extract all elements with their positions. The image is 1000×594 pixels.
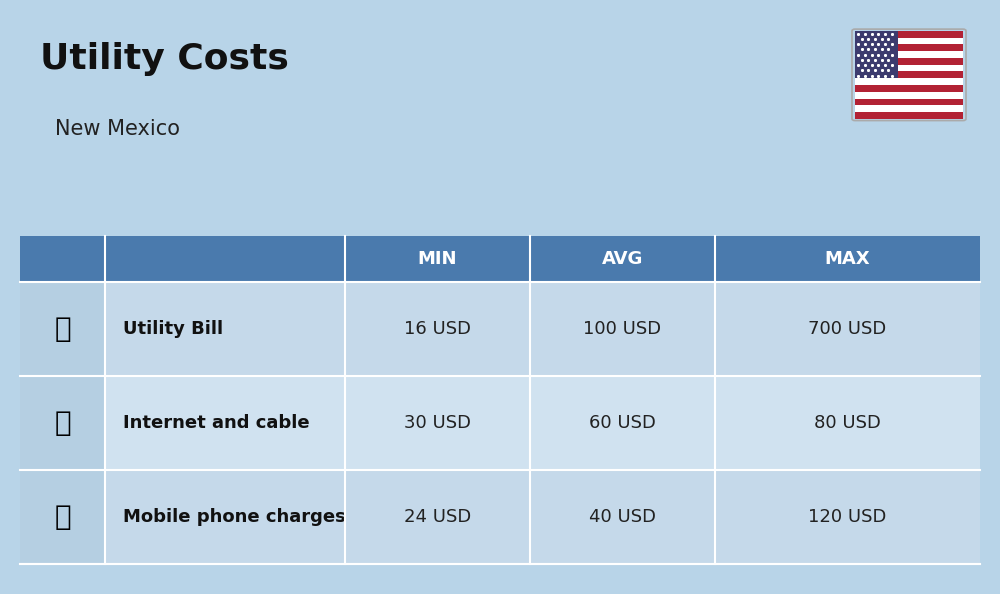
Bar	[855, 91, 963, 99]
Text: 80 USD: 80 USD	[814, 414, 881, 432]
Bar	[855, 31, 898, 78]
Bar	[855, 31, 963, 37]
Bar	[20, 376, 980, 470]
Bar	[855, 65, 963, 71]
Text: MAX: MAX	[825, 250, 870, 268]
Bar	[855, 78, 963, 85]
Text: AVG: AVG	[602, 250, 643, 268]
Bar	[20, 282, 980, 376]
Text: 100 USD: 100 USD	[583, 320, 662, 338]
Bar	[855, 58, 963, 65]
Bar	[20, 236, 980, 282]
Text: 24 USD: 24 USD	[404, 508, 471, 526]
Text: 📱: 📱	[54, 503, 71, 531]
Text: 120 USD: 120 USD	[808, 508, 887, 526]
Text: 700 USD: 700 USD	[808, 320, 887, 338]
Text: MIN: MIN	[418, 250, 457, 268]
Bar	[20, 282, 105, 376]
Text: Internet and cable: Internet and cable	[123, 414, 310, 432]
Text: Utility Bill: Utility Bill	[123, 320, 223, 338]
Text: 30 USD: 30 USD	[404, 414, 471, 432]
Bar	[855, 105, 963, 112]
Bar	[855, 51, 963, 58]
Bar	[20, 376, 105, 470]
Text: 🔧: 🔧	[54, 315, 71, 343]
Bar	[855, 99, 963, 105]
Text: 60 USD: 60 USD	[589, 414, 656, 432]
Text: New Mexico: New Mexico	[55, 119, 180, 139]
Bar	[20, 470, 980, 564]
Text: 16 USD: 16 USD	[404, 320, 471, 338]
Bar	[855, 112, 963, 119]
Bar	[20, 470, 105, 564]
Bar	[855, 45, 963, 51]
Bar	[855, 85, 963, 91]
Text: Utility Costs: Utility Costs	[40, 42, 289, 75]
Text: 40 USD: 40 USD	[589, 508, 656, 526]
Bar	[855, 37, 963, 45]
Text: Mobile phone charges: Mobile phone charges	[123, 508, 346, 526]
Bar	[855, 71, 963, 78]
Text: 📶: 📶	[54, 409, 71, 437]
